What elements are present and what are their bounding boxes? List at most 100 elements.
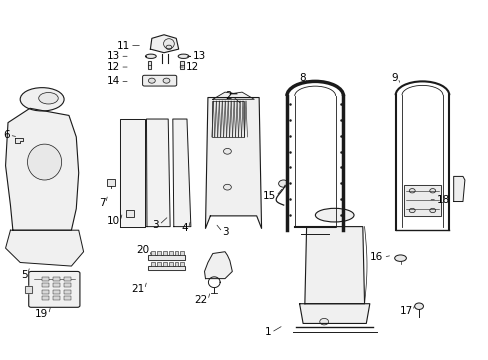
Text: 5: 5 (21, 270, 27, 280)
Ellipse shape (27, 144, 61, 180)
Circle shape (429, 208, 435, 213)
Bar (42, 277, 49, 281)
Circle shape (408, 189, 414, 193)
Circle shape (414, 303, 423, 310)
Bar (168, 262, 172, 266)
Text: 19: 19 (35, 310, 48, 319)
Polygon shape (5, 108, 79, 230)
Text: 4: 4 (182, 224, 188, 233)
Text: 6: 6 (3, 130, 9, 140)
Bar (63, 277, 71, 281)
Bar (53, 290, 60, 294)
Ellipse shape (163, 39, 174, 49)
Text: 12: 12 (107, 62, 120, 72)
Text: 3: 3 (152, 220, 159, 230)
Bar (180, 61, 183, 69)
Polygon shape (172, 119, 190, 226)
Bar (168, 251, 172, 255)
Bar (211, 101, 244, 137)
Bar (42, 290, 49, 294)
Bar (163, 262, 166, 266)
Polygon shape (299, 304, 369, 323)
Bar (42, 296, 49, 300)
Polygon shape (15, 138, 22, 143)
Bar (63, 283, 71, 287)
Text: 8: 8 (298, 73, 305, 83)
Text: 20: 20 (136, 245, 149, 255)
Text: 14: 14 (107, 76, 120, 86)
Text: 21: 21 (131, 284, 144, 294)
Polygon shape (204, 252, 232, 279)
Text: 15: 15 (263, 191, 276, 201)
Polygon shape (120, 119, 144, 226)
Text: 13: 13 (193, 51, 206, 61)
Text: 2: 2 (225, 91, 232, 101)
Polygon shape (205, 98, 261, 228)
Bar (151, 251, 155, 255)
Bar (148, 266, 184, 270)
Polygon shape (212, 92, 254, 99)
Bar (42, 283, 49, 287)
Bar (403, 185, 440, 216)
Circle shape (408, 208, 414, 213)
Circle shape (319, 319, 328, 325)
Text: 13: 13 (107, 51, 120, 61)
Circle shape (429, 189, 435, 193)
Bar (53, 277, 60, 281)
Ellipse shape (394, 255, 406, 261)
Text: 18: 18 (436, 195, 449, 205)
Bar (163, 251, 166, 255)
Bar (151, 262, 155, 266)
Text: 1: 1 (264, 327, 271, 337)
Bar (148, 61, 151, 69)
Text: 16: 16 (369, 252, 383, 262)
Text: 3: 3 (222, 227, 229, 237)
Text: 17: 17 (399, 306, 412, 316)
Bar (180, 262, 184, 266)
Text: 10: 10 (107, 216, 120, 226)
Bar (148, 266, 184, 270)
Circle shape (165, 45, 171, 49)
Ellipse shape (315, 208, 353, 222)
Text: 9: 9 (391, 73, 397, 83)
Bar (126, 210, 134, 217)
Bar (174, 251, 178, 255)
Bar (53, 296, 60, 300)
Ellipse shape (145, 54, 156, 58)
Polygon shape (5, 230, 83, 266)
Ellipse shape (178, 54, 188, 58)
Ellipse shape (39, 93, 58, 104)
Bar (157, 251, 161, 255)
Bar (148, 255, 184, 260)
Bar (25, 286, 32, 293)
Polygon shape (453, 176, 464, 202)
Bar (148, 61, 151, 69)
Text: 11: 11 (117, 41, 130, 50)
Bar (174, 262, 178, 266)
Bar (107, 179, 115, 186)
FancyBboxPatch shape (29, 271, 80, 307)
Bar (180, 61, 183, 69)
Ellipse shape (20, 87, 64, 111)
Circle shape (278, 180, 288, 187)
FancyBboxPatch shape (142, 75, 176, 86)
Bar (25, 286, 32, 293)
Bar (63, 290, 71, 294)
Bar (63, 296, 71, 300)
Circle shape (223, 148, 231, 154)
Bar (403, 185, 440, 216)
Text: 22: 22 (194, 295, 207, 305)
Bar (180, 251, 184, 255)
Text: 12: 12 (185, 62, 199, 72)
Circle shape (148, 78, 155, 83)
Polygon shape (304, 226, 364, 304)
Circle shape (223, 184, 231, 190)
Bar (211, 101, 244, 137)
Text: 7: 7 (99, 198, 105, 208)
Polygon shape (146, 119, 170, 226)
Circle shape (163, 78, 169, 83)
Polygon shape (150, 35, 178, 53)
Bar (53, 283, 60, 287)
Bar (157, 262, 161, 266)
Bar (148, 255, 184, 260)
